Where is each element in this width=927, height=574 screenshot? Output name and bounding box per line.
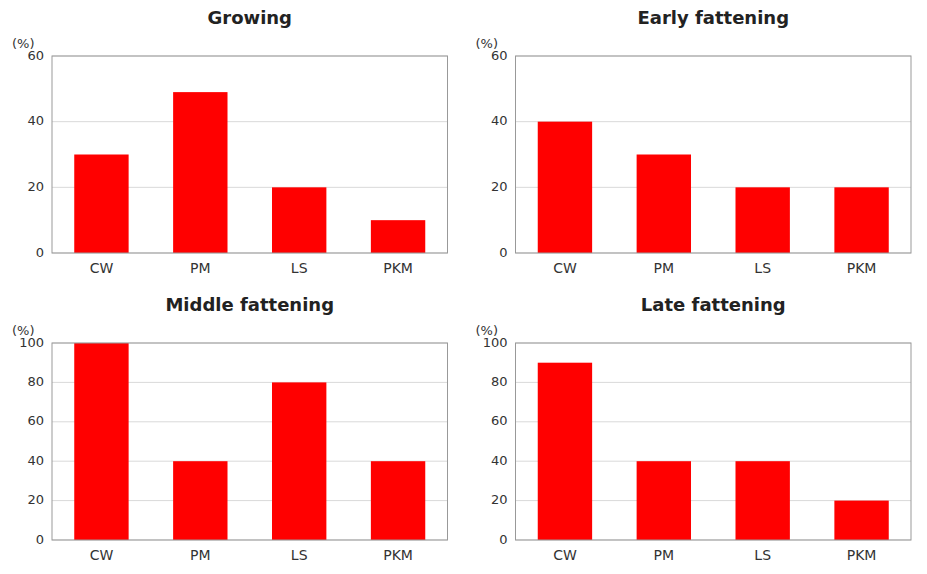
bar	[371, 461, 425, 540]
x-tick-label: PM	[654, 547, 675, 563]
y-axis-label: (%)	[476, 36, 499, 51]
bars	[538, 363, 889, 540]
plot-frame	[516, 343, 912, 540]
x-tick-label: CW	[553, 260, 577, 276]
y-tick-label: 60	[27, 413, 44, 428]
panel: 0204060CWPMLSPKMGrowing(%)	[12, 7, 448, 276]
y-axis-label: (%)	[12, 36, 35, 51]
plot-frame	[52, 56, 448, 253]
x-tick-label: PM	[190, 547, 211, 563]
y-tick-label: 20	[491, 492, 508, 507]
bar	[371, 220, 425, 253]
y-tick-label: 0	[36, 532, 44, 547]
y-tick-label: 20	[491, 179, 508, 194]
bar	[637, 155, 691, 254]
bar	[834, 187, 888, 253]
bar	[538, 122, 592, 253]
panel: 0204060CWPMLSPKMEarly fattening(%)	[476, 7, 912, 276]
bars	[74, 343, 425, 540]
y-tick-label: 0	[499, 245, 507, 260]
y-tick-label: 80	[491, 374, 508, 389]
x-tick-label: PKM	[847, 547, 877, 563]
x-tick-label: LS	[291, 260, 308, 276]
x-tick-label: CW	[553, 547, 577, 563]
x-tick-label: PKM	[847, 260, 877, 276]
bar	[735, 187, 789, 253]
plot-frame	[516, 56, 912, 253]
bar	[173, 92, 227, 253]
grid-line	[52, 121, 448, 122]
x-tick-label: LS	[754, 260, 771, 276]
figure: 0 20 40 60 CW PM LS PKM Growing (%) 0 20 40 60 CW PM LS P…	[0, 0, 927, 574]
y-axis-label: (%)	[476, 323, 499, 338]
plot-frame	[52, 343, 448, 540]
y-axis-label: (%)	[12, 323, 35, 338]
bar	[834, 501, 888, 540]
bar	[74, 343, 128, 540]
title: Middle fattening	[165, 294, 334, 315]
y-tick-label: 0	[499, 532, 507, 547]
bars	[74, 92, 425, 253]
y-tick-label: 20	[27, 179, 44, 194]
panel: 020406080100CWPMLSPKMMiddle fattening(%)	[12, 294, 448, 563]
x-tick-label: LS	[754, 547, 771, 563]
bar	[173, 461, 227, 540]
y-tick-label: 40	[27, 453, 44, 468]
x-tick-label: LS	[291, 547, 308, 563]
page: {"chart_data": [ {"type": "bar", "title"…	[0, 0, 927, 574]
x-tick-label: PM	[190, 260, 211, 276]
x-tick-label: PM	[654, 260, 675, 276]
bar	[272, 382, 326, 540]
y-tick-label: 60	[491, 413, 508, 428]
bars	[538, 122, 889, 253]
y-tick-label: 40	[491, 453, 508, 468]
y-tick-label: 20	[27, 492, 44, 507]
bar	[538, 363, 592, 540]
x-tick-label: CW	[90, 547, 114, 563]
bar	[272, 187, 326, 253]
title: Growing	[207, 7, 292, 28]
y-tick-label: 0	[36, 245, 44, 260]
title: Late fattening	[641, 294, 786, 315]
x-tick-label: PKM	[383, 260, 413, 276]
y-tick-label: 80	[27, 374, 44, 389]
bar	[74, 155, 128, 254]
panel: 020406080100CWPMLSPKMLate fattening(%)	[476, 294, 912, 563]
bar	[735, 461, 789, 540]
title: Early fattening	[637, 7, 789, 28]
bar	[637, 461, 691, 540]
x-tick-label: PKM	[383, 547, 413, 563]
y-tick-label: 40	[491, 113, 508, 128]
y-tick-label: 40	[27, 113, 44, 128]
x-tick-label: CW	[90, 260, 114, 276]
